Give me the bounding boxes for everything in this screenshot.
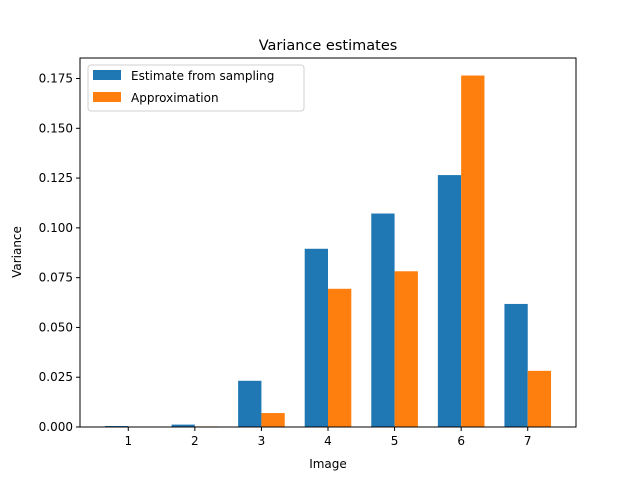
bar-series1-image-5 [371, 213, 395, 427]
bar-series1-image-2 [171, 424, 195, 427]
legend-swatch-series1 [93, 70, 121, 80]
chart-title: Variance estimates [259, 38, 398, 54]
bar-series1-image-4 [304, 248, 328, 427]
x-tick-label: 1 [124, 434, 132, 448]
y-axis-label: Variance [10, 226, 24, 278]
legend-box [87, 64, 305, 112]
legend-swatch-series2 [93, 92, 121, 102]
legend-label-series1: Estimate from sampling [131, 69, 274, 83]
x-tick-label: 6 [457, 434, 465, 448]
x-axis-label: Image [309, 457, 347, 471]
y-tick-label: 0.100 [39, 221, 73, 235]
bar-series2-image-5 [394, 271, 418, 427]
legend-label-series2: Approximation [131, 91, 219, 105]
bar-series1-image-3 [238, 380, 262, 427]
x-tick-label: 4 [324, 434, 332, 448]
y-tick-label: 0.125 [39, 171, 73, 185]
bar-series2-image-7 [527, 370, 552, 427]
y-tick-label: 0.150 [39, 121, 73, 135]
y-tick-label: 0.000 [39, 420, 73, 434]
x-tick-label: 5 [391, 434, 399, 448]
y-tick-label: 0.075 [39, 271, 73, 285]
y-tick-label: 0.025 [39, 370, 73, 384]
y-tick-label: 0.175 [39, 72, 73, 86]
bar-series1-image-7 [504, 303, 528, 427]
bar-series2-image-4 [328, 288, 352, 427]
bar-series2-image-3 [261, 413, 285, 427]
x-tick-label: 3 [258, 434, 266, 448]
bar-series1-image-6 [437, 175, 462, 427]
y-tick-label: 0.050 [39, 320, 73, 334]
x-tick-label: 2 [191, 434, 199, 448]
x-tick-label: 7 [524, 434, 532, 448]
bar-series2-image-6 [461, 75, 485, 427]
